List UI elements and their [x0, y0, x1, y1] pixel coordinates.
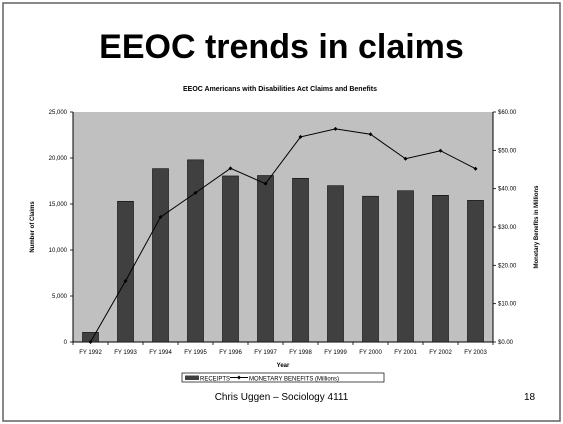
benefits-point-fy-1998 — [298, 134, 303, 139]
y-axis-label-right: Monetary Benefits in Millions — [534, 185, 540, 269]
benefits-point-fy-1999 — [333, 126, 338, 131]
x-tick-label: FY 1999 — [324, 350, 347, 356]
bar-fy-1996 — [222, 175, 239, 343]
benefits-point-fy-2001 — [403, 156, 408, 161]
bar-fy-1997 — [257, 175, 274, 343]
benefits-point-fy-1992 — [88, 340, 93, 344]
y-axis-label-left: Number of Claims — [30, 201, 36, 253]
plot-area — [73, 112, 493, 342]
slide-title: EEOC trends in claims — [99, 28, 464, 66]
left-tick-label: 10,000 — [49, 248, 68, 254]
left-tick-label: 5,000 — [52, 294, 68, 300]
left-tick-label: 0 — [64, 340, 68, 346]
bar-fy-2003 — [467, 200, 484, 343]
x-tick-label: FY 1997 — [254, 350, 277, 356]
legend-marker-benefits — [237, 375, 241, 380]
x-tick-label: FY 2003 — [464, 350, 487, 356]
right-tick-label: $40.00 — [498, 187, 517, 193]
right-tick-label: $50.00 — [498, 148, 517, 154]
bar-fy-1993 — [117, 200, 134, 343]
left-tick-label: 20,000 — [49, 156, 68, 162]
right-tick-label: $0.00 — [498, 340, 514, 346]
legend-box — [181, 372, 385, 383]
x-tick-label: FY 1995 — [184, 350, 207, 356]
right-tick-label: $30.00 — [498, 225, 517, 231]
benefits-point-fy-2003 — [473, 166, 478, 171]
x-tick-label: FY 1992 — [79, 350, 102, 356]
benefits-point-fy-1993 — [123, 279, 128, 284]
legend-swatch-receipts — [185, 375, 199, 380]
legend: RECEIPTS MONETARY BENEFITS (Millions) — [181, 372, 385, 383]
bar-fy-1995 — [187, 159, 204, 343]
benefits-point-fy-1994 — [158, 215, 163, 220]
x-axis-label: Year — [277, 363, 290, 369]
x-tick-label: FY 2001 — [394, 350, 417, 356]
benefits-line — [90, 128, 476, 343]
legend-label-benefits: MONETARY BENEFITS (Millions) — [249, 377, 339, 383]
legend-label-receipts: RECEIPTS — [200, 377, 230, 383]
x-tick-label: FY 2000 — [359, 350, 382, 356]
left-tick-label: 15,000 — [49, 202, 68, 208]
bar-fy-1998 — [292, 177, 309, 343]
right-tick-label: $60.00 — [498, 110, 517, 116]
x-tick-label: FY 1993 — [114, 350, 137, 356]
benefits-point-fy-1995 — [193, 190, 198, 195]
bar-fy-1999 — [327, 185, 344, 343]
left-tick-label: 25,000 — [49, 110, 68, 116]
benefits-point-fy-1996 — [228, 166, 233, 171]
benefits-point-fy-1997 — [263, 181, 268, 186]
bar-fy-2002 — [432, 195, 449, 343]
bar-fy-2001 — [397, 190, 414, 343]
x-tick-label: FY 2002 — [429, 350, 452, 356]
x-tick-label: FY 1994 — [149, 350, 172, 356]
bar-fy-1994 — [152, 168, 169, 343]
right-tick-label: $20.00 — [498, 263, 517, 269]
benefits-point-fy-2002 — [438, 148, 443, 153]
benefits-point-fy-2000 — [368, 132, 373, 137]
right-tick-label: $10.00 — [498, 302, 517, 308]
footer-text: Chris Uggen – Sociology 4111 — [214, 392, 349, 403]
chart-title: EEOC Americans with Disabilities Act Cla… — [183, 86, 377, 93]
page-number: 18 — [524, 392, 536, 403]
x-tick-label: FY 1996 — [219, 350, 242, 356]
x-tick-label: FY 1998 — [289, 350, 312, 356]
bar-fy-2000 — [362, 195, 379, 343]
